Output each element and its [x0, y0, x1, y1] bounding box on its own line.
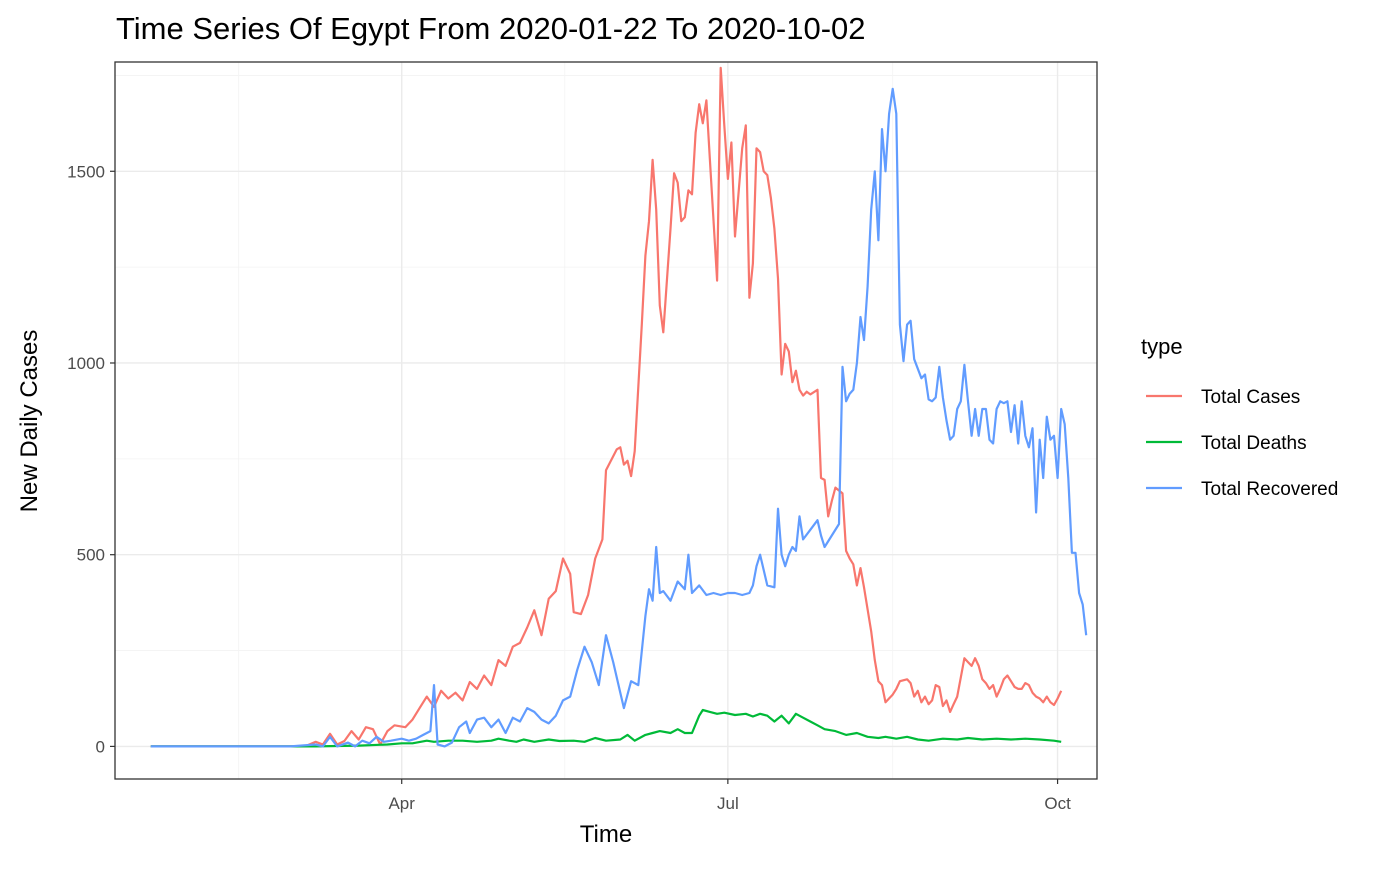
series-line-total-cases [150, 66, 1063, 748]
legend-label: Total Deaths [1201, 433, 1307, 454]
x-tick-label: Jul [717, 794, 739, 813]
x-tick-label: Apr [388, 794, 415, 813]
legend-title: type [1141, 334, 1183, 359]
series-lines [150, 66, 1088, 748]
plot-border [114, 61, 1098, 780]
chart-title: Time Series Of Egypt From 2020-01-22 To … [116, 11, 866, 46]
series-line-total-recovered [150, 87, 1088, 748]
legend-item: Total Cases [1146, 387, 1300, 408]
series-line-total-deaths [150, 708, 1062, 748]
x-axis-title: Time [580, 821, 632, 848]
legend-items: Total Cases Total Deaths Total Recovered [1146, 387, 1338, 500]
y-tick-label: 0 [96, 737, 105, 756]
y-axis-title: New Daily Cases [16, 330, 43, 513]
legend-label: Total Cases [1201, 387, 1300, 408]
plot-background [115, 62, 1097, 779]
x-axis-ticks: Apr Jul Oct [388, 779, 1071, 813]
y-tick-label: 1500 [67, 162, 105, 181]
legend-item: Total Deaths [1146, 433, 1307, 454]
y-tick-label: 1000 [67, 354, 105, 373]
y-tick-label: 500 [77, 546, 105, 565]
x-tick-label: Oct [1044, 794, 1071, 813]
minor-gridlines [115, 62, 1097, 779]
legend-label: Total Recovered [1201, 479, 1338, 500]
y-axis-ticks: 0 500 1000 1500 [67, 162, 115, 756]
legend: type Total Cases Total Deaths Total Recove… [1141, 334, 1338, 500]
legend-item: Total Recovered [1146, 479, 1338, 500]
